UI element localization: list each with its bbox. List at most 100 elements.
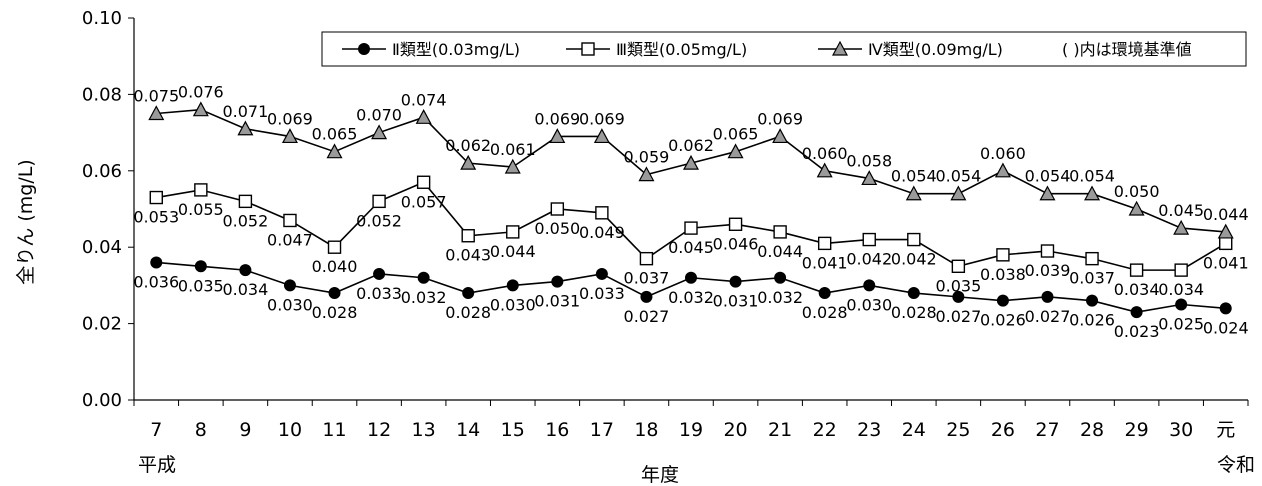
x-category-label: 23 [857,419,881,441]
data-point [1219,302,1232,315]
data-label: 0.070 [356,106,402,125]
data-point [462,287,475,300]
data-label: 0.060 [980,144,1026,163]
data-point [416,175,431,189]
x-category-label: 9 [239,419,251,441]
data-label: 0.046 [713,234,759,253]
data-label: 0.041 [1203,253,1249,272]
data-point [148,105,165,121]
data-point [283,213,297,228]
x-category-label: 25 [946,419,970,441]
data-point [1217,223,1234,239]
data-label: 0.043 [445,246,491,265]
data-label: 0.054 [1025,167,1071,186]
data-point [417,271,430,284]
data-label: 0.053 [133,208,179,227]
data-label: 0.036 [133,272,179,291]
data-label: 0.049 [579,223,625,242]
data-point [1086,294,1099,307]
data-label: 0.065 [713,125,759,144]
data-label: 0.025 [1158,315,1204,334]
data-point [1129,263,1144,277]
data-label: 0.076 [178,83,224,102]
data-point [682,154,700,170]
data-point [816,162,833,178]
data-point [639,251,654,266]
data-label: 0.054 [1069,167,1115,186]
data-point [283,279,296,292]
y-tick-label: 0.08 [82,84,122,105]
data-label: 0.024 [1203,318,1249,337]
data-label: 0.027 [1025,307,1071,326]
x-category-label: 10 [278,419,302,441]
data-labels: 0.0360.0350.0340.0300.0280.0330.0320.028… [133,83,1248,341]
data-point [461,229,475,243]
legend-note: ( )内は環境基準値 [1062,40,1192,59]
data-label: 0.069 [757,109,803,128]
y-axis-ticks: 0.00 0.02 0.04 0.06 0.08 0.10 [82,8,134,411]
x-category-label: 12 [367,419,391,441]
x-category-label: 13 [412,419,436,441]
data-label: 0.074 [401,90,447,109]
data-label: 0.044 [1203,205,1249,224]
x-category-label: 14 [456,419,480,441]
data-point [595,267,608,280]
series-lines [148,101,1234,319]
data-label: 0.028 [891,303,937,322]
data-label: 0.026 [1069,311,1115,330]
x-category-label: 15 [501,419,525,441]
legend-marker [831,40,849,56]
x-category-label: 24 [902,419,926,441]
x-category-label: 19 [679,419,703,441]
data-point [1175,298,1188,311]
data-point [817,236,832,251]
data-label: 0.033 [579,284,625,303]
data-point [460,154,477,170]
x-category-label: 11 [322,419,346,441]
y-axis-title: 全りん (mg/L) [15,159,37,284]
data-point [996,294,1009,307]
data-point [684,221,698,235]
data-point [862,232,876,247]
data-label: 0.027 [624,307,670,326]
data-label: 0.065 [312,125,358,144]
data-point [192,101,209,117]
data-label: 0.039 [1025,261,1071,280]
data-label: 0.044 [757,242,803,261]
data-label: 0.038 [980,265,1026,284]
x-category-label: 21 [768,419,792,441]
data-point [549,128,566,144]
data-label: 0.071 [222,102,268,121]
data-label: 0.075 [133,87,179,106]
y-tick-label: 0.06 [82,161,122,182]
legend-marker [581,42,595,56]
data-point [1174,263,1188,277]
x-category-label: 7 [150,419,162,441]
data-point [550,202,565,216]
data-label: 0.031 [534,292,580,311]
data-label: 0.069 [534,109,580,128]
data-point [326,143,343,159]
data-label: 0.050 [1114,182,1160,201]
data-point [593,128,610,144]
data-label: 0.030 [490,295,536,314]
data-point [238,194,253,209]
data-label: 0.062 [445,136,491,155]
data-point [728,217,743,231]
data-label: 0.054 [935,167,981,186]
x-category-label: 22 [813,419,837,441]
data-label: 0.059 [624,148,670,167]
data-point [640,290,653,303]
data-point [996,248,1010,262]
data-point [863,279,876,292]
data-point [194,260,207,273]
data-label: 0.052 [356,211,402,230]
data-label: 0.069 [579,109,625,128]
data-label: 0.034 [222,280,268,299]
data-point [371,124,388,140]
x-category-label: 元 [1216,419,1235,441]
data-point [504,158,521,174]
data-point [373,267,386,280]
data-label: 0.045 [1158,201,1204,220]
